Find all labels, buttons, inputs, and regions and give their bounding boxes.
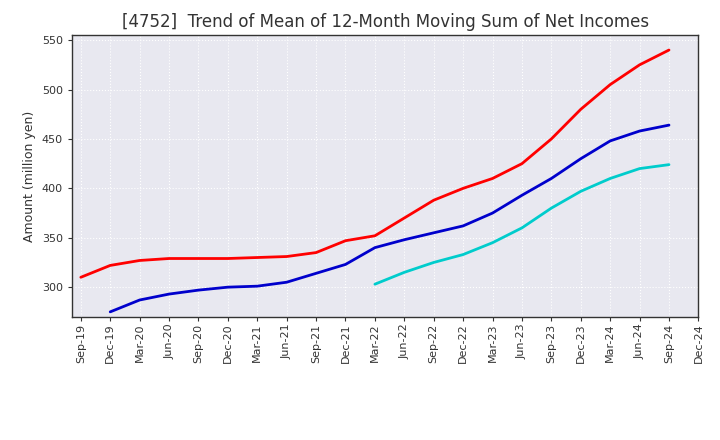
7 Years	[606, 176, 614, 181]
3 Years	[606, 82, 614, 87]
3 Years	[312, 250, 320, 255]
3 Years	[429, 198, 438, 203]
7 Years	[400, 270, 409, 275]
5 Years	[488, 210, 497, 216]
3 Years	[400, 215, 409, 220]
Line: 3 Years: 3 Years	[81, 50, 669, 277]
3 Years	[665, 48, 673, 53]
3 Years	[165, 256, 174, 261]
7 Years	[429, 260, 438, 265]
3 Years	[194, 256, 203, 261]
3 Years	[106, 263, 114, 268]
7 Years	[577, 189, 585, 194]
3 Years	[135, 258, 144, 263]
7 Years	[488, 240, 497, 246]
5 Years	[459, 223, 467, 228]
5 Years	[518, 193, 526, 198]
3 Years	[76, 275, 85, 280]
Line: 5 Years: 5 Years	[110, 125, 669, 312]
Line: 7 Years: 7 Years	[375, 165, 669, 284]
5 Years	[312, 271, 320, 276]
3 Years	[547, 136, 556, 142]
5 Years	[577, 156, 585, 161]
5 Years	[400, 237, 409, 242]
5 Years	[194, 287, 203, 293]
5 Years	[165, 291, 174, 297]
7 Years	[665, 162, 673, 167]
5 Years	[223, 285, 232, 290]
5 Years	[371, 245, 379, 250]
5 Years	[606, 138, 614, 143]
3 Years	[223, 256, 232, 261]
3 Years	[635, 62, 644, 67]
3 Years	[518, 161, 526, 166]
3 Years	[371, 233, 379, 238]
3 Years	[341, 238, 350, 243]
5 Years	[547, 176, 556, 181]
3 Years	[577, 106, 585, 112]
3 Years	[459, 186, 467, 191]
7 Years	[547, 205, 556, 211]
7 Years	[518, 225, 526, 231]
5 Years	[429, 230, 438, 235]
Title: [4752]  Trend of Mean of 12-Month Moving Sum of Net Incomes: [4752] Trend of Mean of 12-Month Moving …	[122, 13, 649, 31]
5 Years	[135, 297, 144, 303]
3 Years	[253, 255, 261, 260]
7 Years	[635, 166, 644, 171]
3 Years	[488, 176, 497, 181]
5 Years	[665, 122, 673, 128]
3 Years	[282, 254, 291, 259]
7 Years	[371, 282, 379, 287]
7 Years	[459, 252, 467, 257]
5 Years	[341, 262, 350, 267]
5 Years	[282, 279, 291, 285]
Y-axis label: Amount (million yen): Amount (million yen)	[23, 110, 36, 242]
5 Years	[106, 309, 114, 315]
5 Years	[635, 128, 644, 134]
5 Years	[253, 283, 261, 289]
